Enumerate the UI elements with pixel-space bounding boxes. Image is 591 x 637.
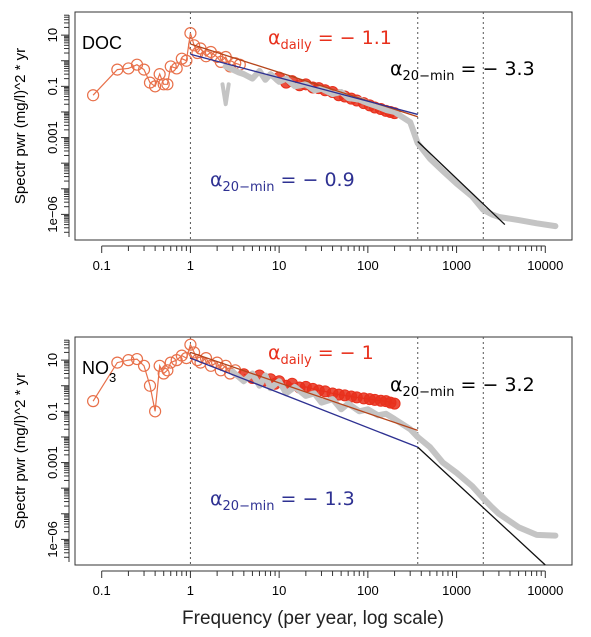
y-tick-label-doc: 0.001	[45, 121, 60, 154]
x-tick-label-no3: 100	[357, 583, 379, 598]
y-tick-label-no3: 1e−06	[45, 521, 60, 558]
panel-label-no3: NO3	[82, 358, 116, 385]
alpha-value: = − 3.2	[454, 374, 534, 396]
panel-label-doc: DOC	[82, 33, 122, 53]
daily-point-open-doc	[87, 89, 100, 102]
y-tick-label-doc: 1e−06	[45, 196, 60, 233]
y-tick-label-doc: 10	[45, 28, 60, 42]
hf-spectrum-line-no3-2	[229, 368, 559, 539]
alpha-value: = − 1	[312, 342, 374, 364]
y-axis-title-doc: Spectr pwr (mg/l)^2 * yr	[12, 48, 29, 204]
daily-point-open-no3	[87, 395, 100, 408]
plot-frame-no3	[74, 336, 573, 566]
fit-line-lf-no3	[190, 357, 418, 448]
alpha-symbol: α	[268, 27, 281, 49]
doc-panel: 0.1 1 10 100 1000 10000 1e−06 0.001 0.1 10 DOC Sp…	[12, 11, 573, 273]
alpha-annotation-lf-doc: α20−min = − 0.9	[210, 169, 355, 195]
fit-line-hf-no3	[417, 446, 546, 566]
x-tick-label-no3: 1000	[442, 583, 471, 598]
daily-point-open-doc	[153, 68, 166, 81]
alpha-symbol: α	[390, 374, 403, 396]
y-axis-title-no3: Spectr pwr (mg/l)^2 * yr	[12, 373, 29, 529]
daily-point-open-doc	[161, 78, 174, 91]
x-tick-label-no3: 0.1	[93, 583, 111, 598]
daily-point-open-doc	[184, 26, 197, 40]
alpha-symbol: α	[210, 169, 223, 191]
alpha-subscript: 20−min	[403, 385, 455, 400]
daily-point-open-no3	[149, 405, 162, 418]
alpha-value: = − 0.9	[274, 169, 354, 191]
daily-point-open-no3	[184, 338, 197, 351]
daily-point-open-doc	[157, 78, 170, 91]
alpha-annotation-daily-doc: αdaily = − 1.1	[268, 27, 392, 53]
daily-point-open-no3	[204, 359, 217, 372]
alpha-value: = − 3.3	[454, 58, 534, 80]
alpha-subscript: 20−min	[223, 499, 275, 514]
daily-point-filled-no3	[388, 397, 401, 410]
y-tick-label-no3: 0.001	[45, 446, 60, 479]
daily-point-open-no3	[122, 354, 135, 367]
alpha-subscript: daily	[281, 353, 312, 368]
x-tick-label-doc: 10	[272, 258, 286, 273]
fit-line-hf-doc	[417, 141, 506, 226]
alpha-annotation-hf-no3: α20−min = − 3.2	[390, 374, 535, 400]
alpha-symbol: α	[390, 58, 403, 80]
daily-point-open-doc	[137, 63, 151, 76]
daily-point-open-doc	[170, 62, 183, 75]
y-tick-label-doc: 0.1	[45, 77, 60, 95]
x-tick-label-doc: 0.1	[93, 258, 111, 273]
x-tick-label-doc: 10000	[527, 258, 563, 273]
daily-point-open-no3	[130, 352, 144, 366]
x-tick-label-no3: 10	[272, 583, 286, 598]
alpha-symbol: α	[210, 488, 223, 510]
y-tick-label-no3: 10	[45, 353, 60, 367]
daily-point-open-no3	[143, 379, 157, 392]
daily-point-open-doc	[164, 60, 177, 73]
daily-point-open-no3	[161, 364, 174, 377]
daily-point-open-no3	[137, 359, 151, 372]
alpha-value: = − 1.1	[312, 27, 392, 49]
hf-spectrum-line-doc-3	[220, 82, 231, 107]
daily-point-open-doc	[180, 54, 193, 67]
fit-line-daily-no3	[190, 351, 418, 432]
hf-spectrum-line-doc-2	[222, 63, 559, 230]
panel-label-subscript: 3	[109, 370, 116, 385]
x-tick-label-no3: 1	[187, 583, 194, 598]
alpha-annotation-hf-doc: α20−min = − 3.3	[390, 58, 535, 84]
daily-point-open-no3	[111, 356, 124, 369]
plot-frame-doc	[74, 11, 573, 241]
no3-panel: 0.1 1 10 100 1000 10000 1e−06 0.001 0.1 10 NO3 Sp…	[12, 336, 573, 598]
alpha-subscript: 20−min	[403, 69, 455, 84]
daily-point-open-doc	[187, 39, 201, 52]
daily-point-open-no3	[164, 356, 177, 369]
x-axis-title: Frequency (per year, log scale)	[182, 608, 444, 629]
alpha-value: = − 1.3	[274, 488, 354, 510]
alpha-subscript: daily	[281, 38, 312, 53]
alpha-symbol: α	[268, 342, 281, 364]
alpha-subscript: 20−min	[223, 180, 275, 195]
x-tick-label-doc: 1000	[442, 258, 471, 273]
x-tick-label-no3: 10000	[527, 583, 563, 598]
alpha-annotation-daily-no3: αdaily = − 1	[268, 342, 374, 368]
daily-point-open-doc	[122, 62, 135, 75]
x-tick-label-doc: 100	[357, 258, 379, 273]
daily-point-open-doc	[149, 80, 162, 93]
panel-label-main: NO	[82, 358, 109, 378]
daily-point-open-no3	[187, 346, 201, 359]
alpha-annotation-lf-no3: α20−min = − 1.3	[210, 488, 355, 514]
x-tick-label-doc: 1	[187, 258, 194, 273]
fit-line-lf-doc	[190, 53, 418, 116]
daily-point-open-no3	[157, 367, 170, 380]
y-tick-label-no3: 0.1	[45, 402, 60, 420]
